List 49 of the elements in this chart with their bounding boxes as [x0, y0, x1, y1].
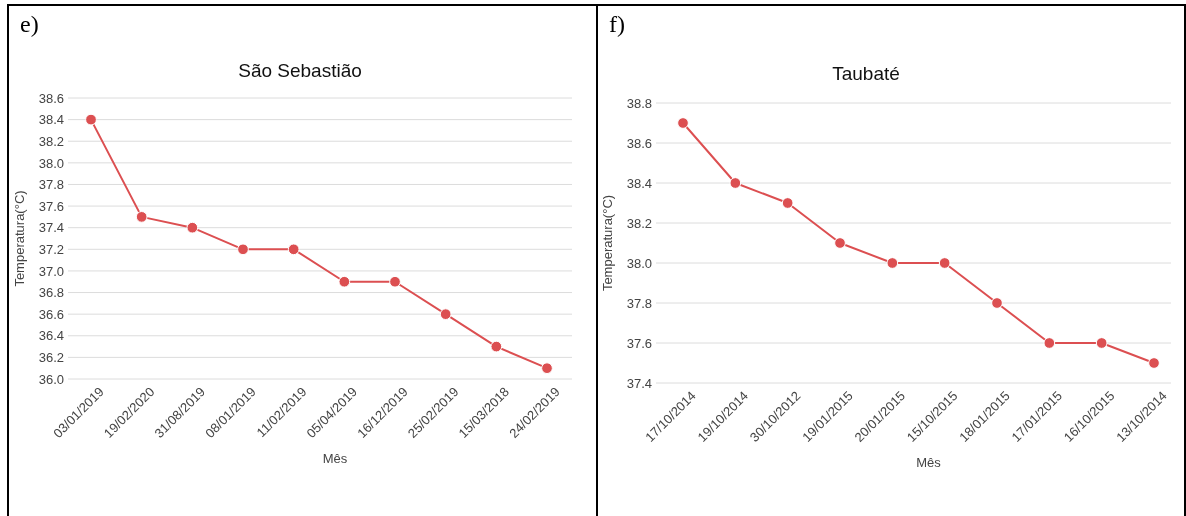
point: [338, 275, 351, 288]
y-tick-label: 37.6: [626, 335, 652, 351]
y-tick-label: 37.4: [626, 375, 652, 391]
x-axis-title: Mês: [916, 455, 942, 470]
y-tick-label: 37.4: [38, 220, 64, 236]
y-tick-label: 36.4: [38, 328, 64, 344]
point: [135, 211, 148, 223]
y-tick-label: 37.2: [38, 241, 64, 257]
point: [677, 117, 689, 129]
y-tick-label: 38.2: [38, 133, 64, 149]
point: [490, 340, 503, 353]
point: [781, 197, 794, 209]
y-tick-label: 38.0: [38, 155, 64, 171]
point: [541, 362, 553, 375]
chart-title: São Sebastião: [238, 60, 362, 81]
y-tick-label: 37.8: [38, 177, 64, 193]
y-axis-title: Temperatura(°C): [600, 194, 615, 292]
text: f): [609, 11, 625, 37]
point: [886, 257, 899, 269]
y-tick-label: 36.6: [38, 306, 64, 322]
point: [938, 257, 951, 269]
y-tick-label: 37.8: [626, 295, 652, 311]
point: [991, 297, 1003, 309]
y-tick-label: 38.2: [626, 215, 652, 231]
point: [85, 113, 97, 126]
point: [1148, 357, 1160, 369]
point: [439, 308, 452, 320]
point: [1095, 337, 1108, 349]
point: [1043, 337, 1056, 349]
point: [237, 243, 249, 256]
y-tick-label: 38.6: [38, 90, 64, 106]
y-tick-label: 36.2: [38, 350, 64, 366]
point: [729, 177, 742, 189]
y-tick-label: 37.6: [38, 198, 64, 214]
y-tick-label: 38.4: [626, 175, 652, 191]
point: [287, 243, 300, 256]
y-tick-label: 38.8: [626, 95, 652, 111]
chart-title: Taubaté: [832, 63, 900, 84]
y-tick-label: 38.4: [38, 112, 64, 128]
point: [834, 237, 846, 249]
x-axis-title: Mês: [322, 451, 348, 466]
y-tick-label: 38.6: [626, 135, 652, 151]
y-tick-label: 36.8: [38, 285, 64, 301]
y-axis-title: Temperatura(°C): [12, 190, 27, 287]
y-tick-label: 36.0: [38, 371, 64, 387]
y-tick-label: 38.0: [626, 255, 652, 271]
text: e): [20, 11, 39, 37]
point: [186, 221, 199, 234]
y-tick-label: 37.0: [38, 263, 64, 279]
